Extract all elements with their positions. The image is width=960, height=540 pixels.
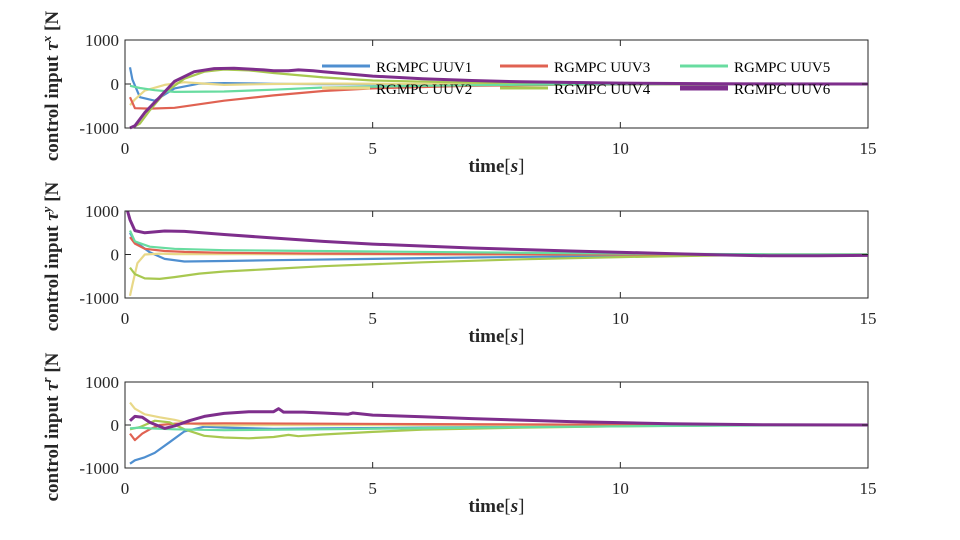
- y-tick-label: -1000: [79, 119, 119, 138]
- x-tick-label: 5: [368, 309, 377, 328]
- y-tick-label: 0: [111, 75, 120, 94]
- x-axis-label: time[s]: [469, 496, 525, 517]
- y-tick-label: 1000: [85, 202, 119, 221]
- series-line-uuv6: [126, 210, 868, 258]
- y-tick-label: 1000: [85, 373, 119, 392]
- series-line-uuv6: [129, 407, 868, 430]
- x-tick-label: 15: [860, 139, 877, 158]
- legend-label-uuv3: RGMPC UUV3: [554, 60, 650, 76]
- legend-label-uuv5: RGMPC UUV5: [734, 60, 830, 76]
- series-line-uuv4: [129, 253, 868, 280]
- legend-label-uuv1: RGMPC UUV1: [376, 60, 472, 76]
- series-line-uuv3: [129, 422, 868, 442]
- y-tick-label: 1000: [85, 31, 119, 50]
- x-tick-label: 10: [612, 139, 629, 158]
- x-tick-label: 5: [368, 479, 377, 498]
- legend-label-uuv2: RGMPC UUV2: [376, 82, 472, 98]
- x-tick-label: 0: [121, 479, 130, 498]
- x-tick-label: 10: [612, 309, 629, 328]
- x-tick-label: 10: [612, 479, 629, 498]
- series-line-uuv1: [129, 232, 868, 263]
- series-line-uuv6: [129, 66, 868, 130]
- y-tick-label: 0: [111, 416, 120, 435]
- x-axis-label: time[s]: [469, 326, 525, 347]
- x-tick-label: 15: [860, 309, 877, 328]
- y-axis-label: control input τr [N: [39, 352, 63, 501]
- series-line-uuv5: [129, 423, 868, 432]
- x-tick-label: 0: [121, 309, 130, 328]
- y-tick-label: -1000: [79, 459, 119, 478]
- y-axis-label: control input τx [N: [39, 11, 63, 162]
- series-line-uuv3: [129, 236, 868, 256]
- legend: RGMPC UUV1 RGMPC UUV2 RGMPC UUV3 RGMPC UUV4…: [322, 60, 831, 98]
- legend-label-uuv4: RGMPC UUV4: [554, 82, 651, 98]
- series-line-uuv4: [131, 68, 868, 129]
- y-tick-label: -1000: [79, 289, 119, 308]
- x-tick-label: 5: [368, 139, 377, 158]
- y-axis-label: control input τy [N: [39, 181, 63, 331]
- legend-label-uuv6: RGMPC UUV6: [734, 82, 831, 98]
- series-line-uuv5: [129, 82, 868, 94]
- x-axis-label: time[s]: [469, 156, 525, 177]
- y-tick-label: 0: [111, 246, 120, 265]
- x-tick-label: 15: [860, 479, 877, 498]
- x-tick-label: 0: [121, 139, 130, 158]
